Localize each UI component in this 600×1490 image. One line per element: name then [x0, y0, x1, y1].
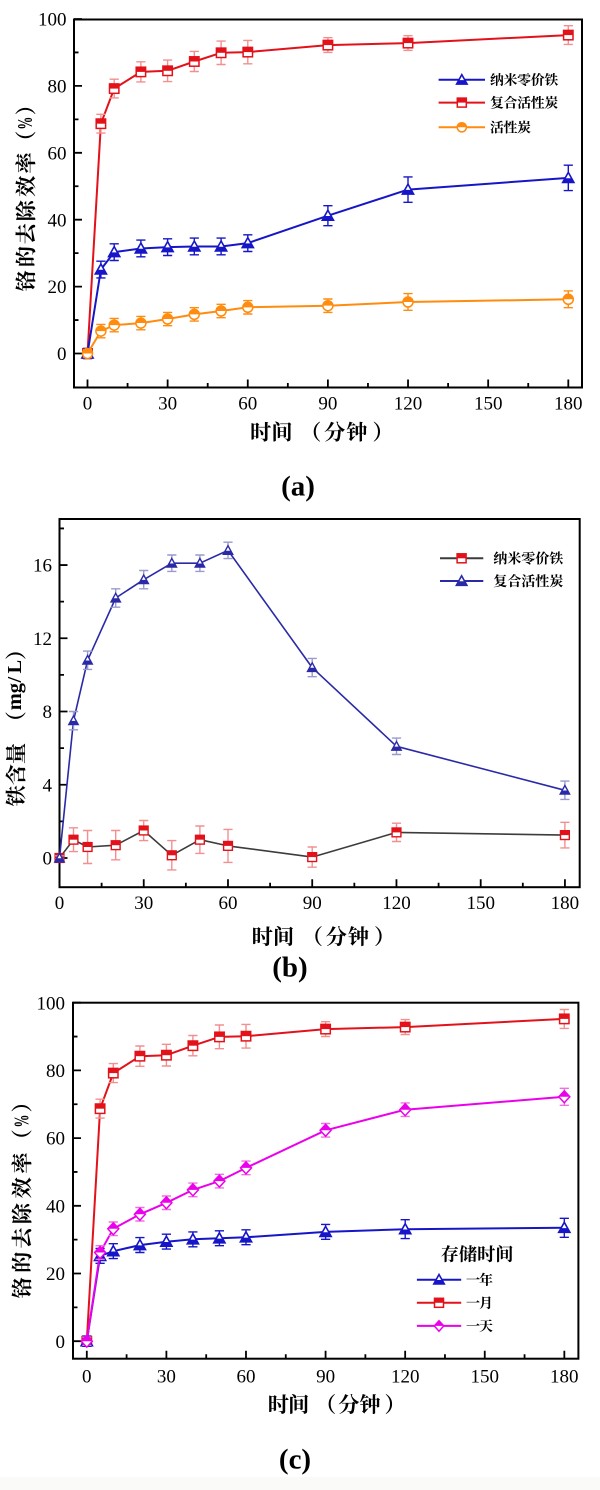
svg-text:90: 90: [303, 893, 322, 914]
svg-text:120: 120: [382, 893, 411, 914]
svg-text:150: 150: [474, 394, 503, 415]
svg-text:30: 30: [157, 1367, 176, 1388]
svg-text:180: 180: [554, 394, 583, 415]
svg-text:g: g: [4, 682, 26, 693]
svg-text:90: 90: [318, 394, 337, 415]
svg-text:m: m: [4, 693, 26, 710]
svg-text:80: 80: [48, 77, 67, 98]
svg-text:(c): (c): [279, 1444, 311, 1476]
svg-text:8: 8: [43, 702, 53, 723]
svg-text:16: 16: [33, 556, 52, 577]
svg-text:100: 100: [37, 993, 66, 1014]
svg-text:0: 0: [55, 893, 65, 914]
svg-text:120: 120: [394, 394, 423, 415]
svg-text:60: 60: [46, 1129, 65, 1150]
svg-text:30: 30: [158, 394, 177, 415]
svg-text:0: 0: [82, 1367, 92, 1388]
svg-text:150: 150: [466, 893, 495, 914]
svg-text:0: 0: [56, 1332, 66, 1353]
svg-text:/: /: [4, 677, 26, 684]
svg-text:30: 30: [134, 893, 153, 914]
svg-text:0: 0: [57, 344, 67, 365]
svg-text:60: 60: [219, 893, 238, 914]
svg-text:(b): (b): [272, 952, 307, 984]
svg-text:120: 120: [391, 1367, 420, 1388]
svg-text:40: 40: [46, 1196, 65, 1217]
svg-text:150: 150: [471, 1367, 500, 1388]
svg-text:20: 20: [48, 277, 67, 298]
svg-text:40: 40: [48, 210, 67, 231]
svg-text:4: 4: [43, 775, 53, 796]
svg-text:180: 180: [550, 1367, 579, 1388]
svg-text:%: %: [13, 117, 37, 130]
svg-text:180: 180: [551, 893, 580, 914]
svg-text:12: 12: [33, 629, 52, 650]
svg-text:20: 20: [46, 1264, 65, 1285]
svg-text:60: 60: [238, 394, 257, 415]
svg-text:(a): (a): [281, 471, 315, 503]
svg-text:L: L: [4, 660, 26, 674]
svg-text:100: 100: [38, 10, 67, 31]
svg-text:60: 60: [48, 143, 67, 164]
svg-text:0: 0: [43, 849, 53, 870]
svg-text:0: 0: [83, 394, 93, 415]
svg-text:80: 80: [46, 1061, 65, 1082]
svg-text:%: %: [9, 1114, 33, 1127]
svg-text:90: 90: [316, 1367, 335, 1388]
svg-text:60: 60: [237, 1367, 256, 1388]
